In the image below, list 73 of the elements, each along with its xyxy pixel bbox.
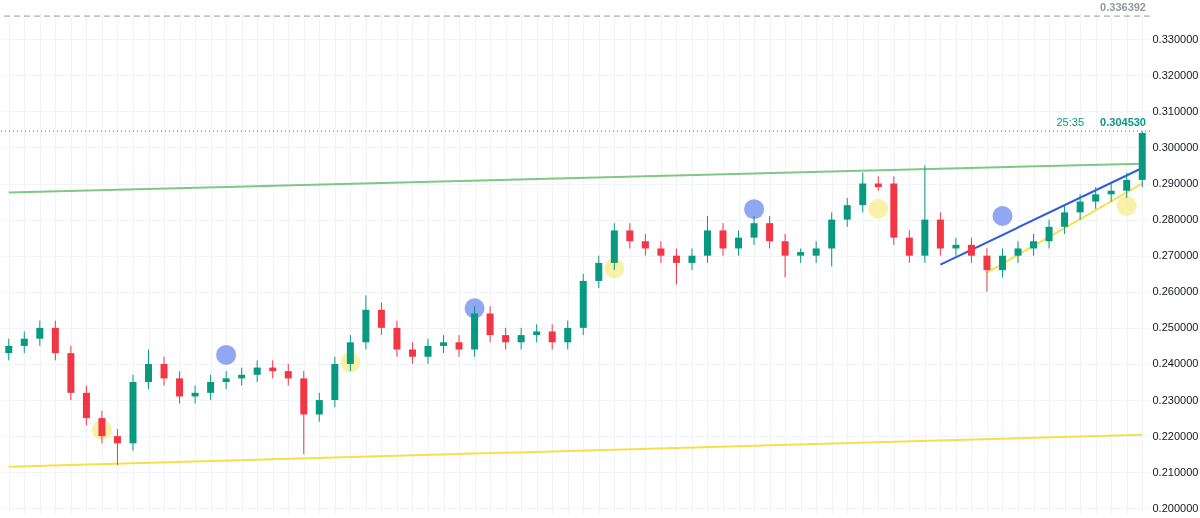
candlestick [766,215,774,249]
candlestick [486,305,494,343]
y-tick-label: 0.230000 [1152,393,1199,406]
candlestick [5,338,13,361]
candlestick [145,349,153,390]
candlestick [595,255,603,289]
candlestick [564,320,572,351]
candlestick [967,237,975,264]
candlestick [207,374,215,401]
candlestick [750,215,758,246]
y-tick-label: 0.220000 [1152,429,1199,442]
candlestick [408,341,416,365]
y-tick-label: 0.200000 [1152,501,1199,514]
candlestick [455,334,463,358]
y-tick-label: 0.270000 [1152,249,1199,262]
candlestick [160,356,168,387]
candlestick [315,392,323,423]
candlestick [176,370,184,405]
candlestick [1045,219,1053,249]
candlestick [1076,193,1084,221]
y-tick-label: 0.240000 [1152,357,1199,370]
ref-line-label: 0.304530 [1100,116,1146,129]
y-tick-label: 0.320000 [1152,68,1199,81]
candlestick [905,229,913,264]
candlestick [1092,186,1100,210]
candlestick [812,240,820,264]
candlestick [1014,240,1022,264]
candlestick [1061,204,1069,235]
candlestick [517,327,525,351]
candlestick [719,222,727,257]
candlestick [843,197,851,228]
candlestick [998,247,1006,278]
candlestick [983,247,991,293]
y-tick-label: 0.250000 [1152,321,1199,334]
candlestick [1123,172,1131,199]
point [992,206,1013,226]
candlestick [36,320,44,347]
y-tick-label: 0.300000 [1152,140,1199,153]
candlestick [502,327,510,351]
candlestick [641,233,649,257]
candlestick [859,172,867,213]
y-tick-label: 0.310000 [1152,104,1199,117]
candlestick [284,363,292,387]
y-tick-label: 0.280000 [1152,213,1199,226]
candlestick [548,323,556,351]
candlestick [222,370,230,390]
candlestick [1030,233,1038,257]
candlestick [346,334,354,372]
point [1116,195,1137,216]
ref-line-label: 0.336392 [1100,1,1146,14]
candlestick [781,233,789,278]
candlestick [424,338,432,365]
annotation: 25:35 [1056,116,1084,129]
point [868,198,889,219]
y-tick-label: 0.290000 [1152,177,1199,190]
candlestick [688,247,696,271]
point [216,344,237,365]
candlestick [533,323,541,343]
y-tick-label: 0.260000 [1152,285,1199,298]
candlestick [20,330,28,354]
point [744,199,765,220]
candlestick [440,334,448,354]
candlestick [735,229,743,257]
y-tick-label: 0.330000 [1152,32,1199,45]
candlestick [377,302,385,336]
candlestick [113,428,121,466]
candlestick [657,240,665,264]
candlestick [626,222,634,249]
candlestick [253,359,261,383]
y-tick-label: 0.210000 [1152,465,1199,478]
candlestick [393,320,401,358]
candlestick [98,410,106,444]
candlestick [672,247,680,286]
